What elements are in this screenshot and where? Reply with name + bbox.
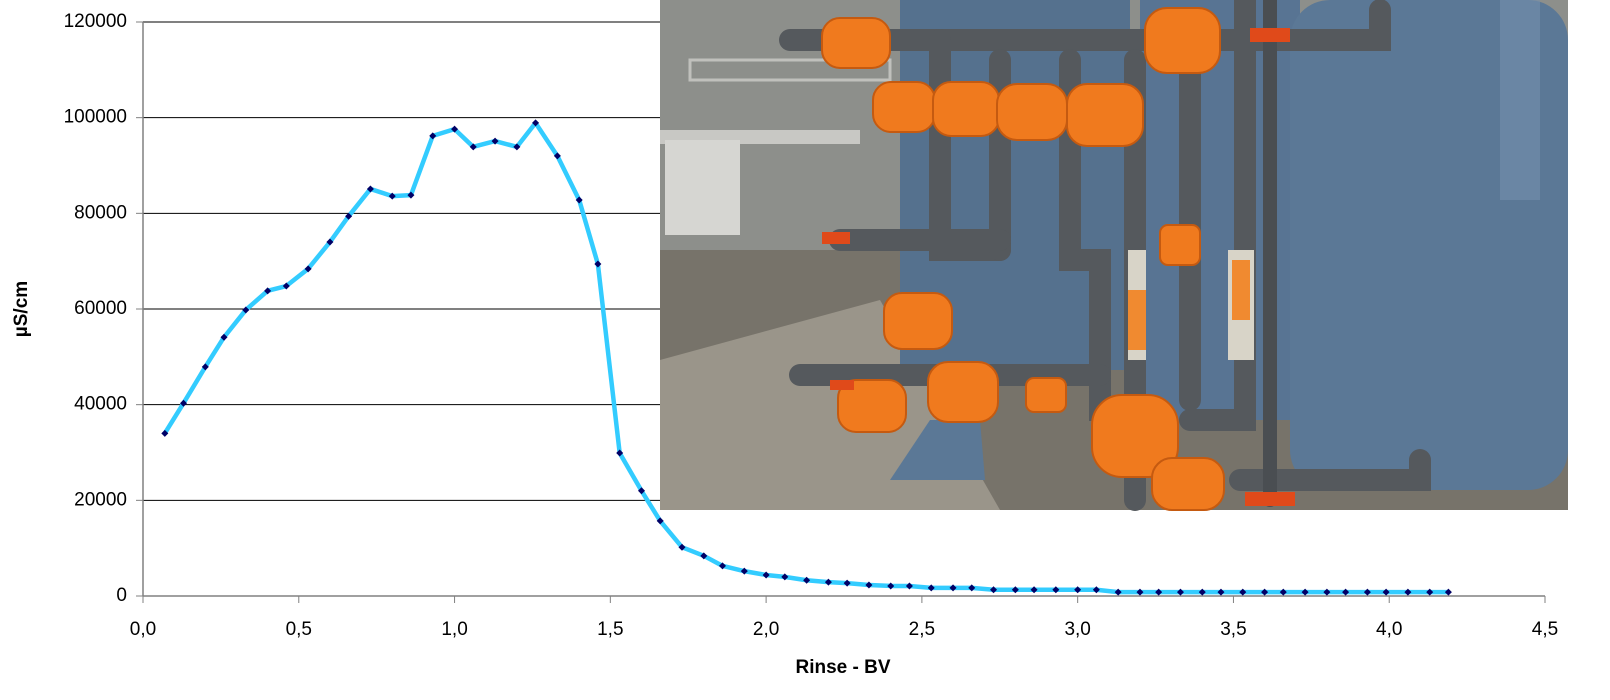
x-tick-label: 1,5 — [597, 619, 623, 640]
marker — [1074, 586, 1081, 593]
marker — [1261, 589, 1268, 596]
marker — [1364, 589, 1371, 596]
marker — [1445, 589, 1452, 596]
chart: 0 20000 40000 60000 80000 100000 120000 0,0 0,5 1… — [0, 0, 1610, 700]
x-tick-label: 3,5 — [1220, 619, 1246, 640]
marker — [1404, 589, 1411, 596]
marker — [1342, 589, 1349, 596]
x-tick-label: 3,0 — [1064, 619, 1090, 640]
marker — [1199, 589, 1206, 596]
y-tick-label: 20000 — [74, 489, 127, 510]
x-tick-label: 0,5 — [286, 619, 312, 640]
marker — [887, 582, 894, 589]
marker — [1155, 589, 1162, 596]
marker — [1012, 586, 1019, 593]
marker — [1177, 589, 1184, 596]
marker — [1217, 589, 1224, 596]
y-tick-label: 0 — [116, 585, 127, 606]
x-tick-label: 0,0 — [130, 619, 156, 640]
marker — [1302, 589, 1309, 596]
y-tick-label: 120000 — [64, 11, 127, 32]
x-axis-title: Rinse - BV — [795, 657, 890, 678]
marker — [1239, 589, 1246, 596]
x-tick-label: 1,0 — [441, 619, 467, 640]
marker — [1280, 589, 1287, 596]
x-tick-label: 4,5 — [1532, 619, 1558, 640]
page: {"chart_data": {"type": "line", "x_label… — [0, 0, 1610, 700]
marker — [1136, 589, 1143, 596]
marker — [1052, 586, 1059, 593]
marker — [1426, 589, 1433, 596]
marker — [1383, 589, 1390, 596]
y-tick-label: 40000 — [74, 394, 127, 415]
x-tick-label: 2,5 — [909, 619, 935, 640]
y-axis-title: µS/cm — [11, 281, 32, 337]
y-tick-label: 100000 — [64, 107, 127, 128]
y-tick-label: 80000 — [74, 202, 127, 223]
y-tick-label: 60000 — [74, 298, 127, 319]
photo-inset — [660, 0, 1568, 510]
marker — [1323, 589, 1330, 596]
x-tick-label: 2,0 — [753, 619, 779, 640]
x-tick-label: 4,0 — [1376, 619, 1402, 640]
marker — [950, 584, 957, 591]
marker — [1031, 586, 1038, 593]
